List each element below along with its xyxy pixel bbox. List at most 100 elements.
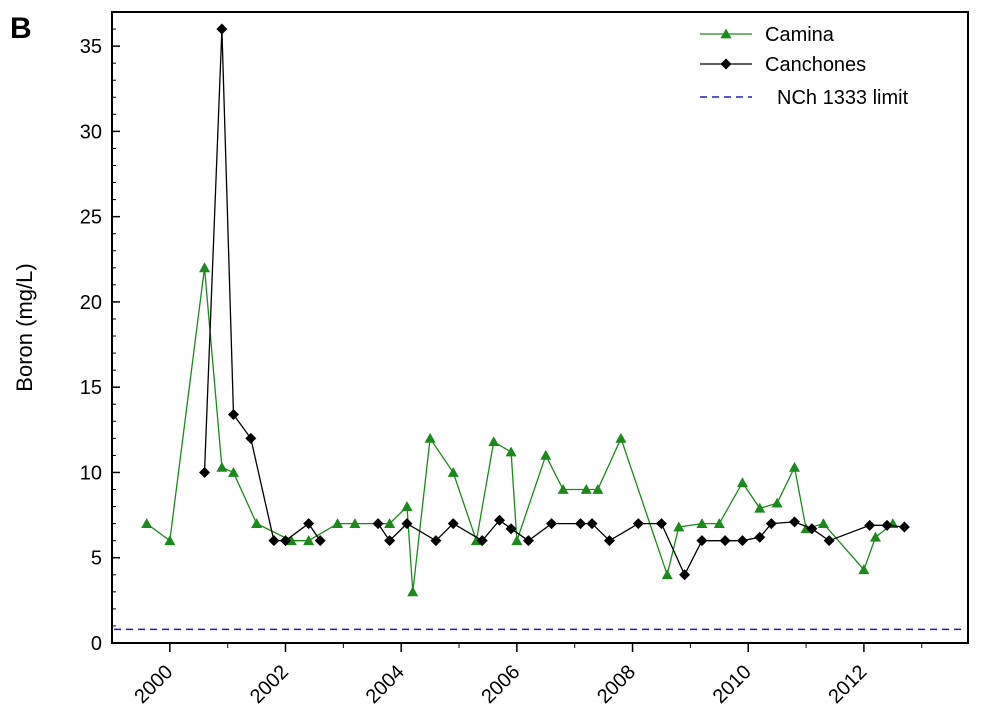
camina-point xyxy=(488,436,500,447)
camina-point xyxy=(511,535,523,546)
y-tick-label: 5 xyxy=(91,548,102,570)
canchones-point xyxy=(719,535,731,547)
camina-series xyxy=(141,262,899,597)
canchones-point xyxy=(401,518,413,530)
camina-point xyxy=(788,461,800,472)
canchones-line xyxy=(203,29,321,542)
camina-point xyxy=(164,535,176,546)
canchones-point xyxy=(720,58,732,70)
camina-point xyxy=(869,531,881,542)
canchones-point xyxy=(384,535,396,547)
camina-point xyxy=(447,466,459,477)
canchones-point xyxy=(546,518,558,530)
canchones-point xyxy=(655,518,667,530)
canchones-point xyxy=(696,535,708,547)
camina-point xyxy=(713,518,725,529)
canchones-point xyxy=(823,535,835,547)
camina-point xyxy=(592,484,604,494)
camina-point xyxy=(141,518,153,529)
camina-point xyxy=(557,484,569,494)
legend-label: Camina xyxy=(765,24,835,46)
camina-point xyxy=(332,518,344,529)
y-tick-label: 15 xyxy=(80,377,102,399)
camina-point xyxy=(736,477,748,488)
camina-point xyxy=(771,497,783,508)
canchones-point xyxy=(765,518,777,530)
plot-frame xyxy=(111,11,969,644)
camina-point xyxy=(754,502,766,513)
legend: Camina Canchones NCh 1333 limit xyxy=(700,24,909,109)
camina-point xyxy=(540,449,552,460)
x-tick-label: 2004 xyxy=(362,661,409,708)
canchones-point xyxy=(736,535,748,547)
y-tick-label: 10 xyxy=(80,462,102,484)
canchones-point xyxy=(864,519,876,531)
series-layer xyxy=(141,23,910,597)
camina-point xyxy=(303,535,315,546)
legend-label: NCh 1333 limit xyxy=(777,87,909,109)
y-tick-label: 35 xyxy=(80,36,102,58)
canchones-point xyxy=(372,518,384,530)
x-tick-label: 2002 xyxy=(246,661,293,708)
canchones-point xyxy=(280,535,292,547)
canchones-point xyxy=(430,535,442,547)
canchones-point xyxy=(494,514,506,526)
x-tick-label: 2008 xyxy=(593,661,640,708)
x-tick-label: 2000 xyxy=(130,661,177,708)
camina-point xyxy=(401,501,413,511)
x-tick-label: 2012 xyxy=(824,661,871,708)
canchones-point xyxy=(522,535,534,547)
canchones-point xyxy=(314,535,326,547)
y-axis: 0 5 10 15 20 25 30 35 xyxy=(80,28,120,655)
canchones-line xyxy=(377,519,905,577)
canchones-point xyxy=(574,518,586,530)
canchones-point xyxy=(199,466,211,478)
canchones-point xyxy=(754,531,766,543)
canchones-point xyxy=(586,518,598,530)
camina-point xyxy=(696,518,708,529)
camina-point xyxy=(858,564,870,575)
canchones-point xyxy=(303,518,315,530)
canchones-series xyxy=(199,23,910,581)
canchones-point xyxy=(898,521,910,533)
canchones-point xyxy=(268,535,280,547)
camina-point xyxy=(199,262,211,273)
plot-area xyxy=(114,23,966,631)
camina-point xyxy=(615,432,627,443)
x-tick-label: 2010 xyxy=(709,661,756,708)
y-axis-label: Boron (mg/L) xyxy=(12,263,37,391)
camina-point xyxy=(216,461,228,472)
y-tick-label: 25 xyxy=(80,207,102,229)
canchones-point xyxy=(806,523,818,535)
canchones-point xyxy=(788,516,800,528)
camina-point xyxy=(505,446,517,457)
canchones-point xyxy=(632,518,644,530)
canchones-point xyxy=(227,408,239,420)
y-tick-label: 0 xyxy=(91,633,102,655)
canchones-point xyxy=(505,523,517,535)
canchones-point xyxy=(245,432,257,444)
camina-point xyxy=(720,28,732,39)
camina-point xyxy=(251,518,263,529)
camina-point xyxy=(407,586,419,597)
canchones-point xyxy=(603,535,615,547)
camina-point xyxy=(384,518,396,529)
camina-point xyxy=(673,521,685,532)
x-tick-label: 2006 xyxy=(477,661,524,708)
canchones-point xyxy=(476,535,488,547)
camina-point xyxy=(817,518,829,529)
y-tick-label: 20 xyxy=(80,292,102,314)
y-tick-label: 30 xyxy=(80,121,102,143)
x-axis: 2000 2002 2004 2006 2008 2010 2012 xyxy=(130,643,923,708)
camina-point xyxy=(424,432,436,443)
legend-label: Canchones xyxy=(765,54,866,76)
canchones-point xyxy=(216,23,228,35)
camina-point xyxy=(227,466,239,477)
panel-label: B xyxy=(10,12,32,45)
canchones-point xyxy=(447,518,459,530)
camina-point xyxy=(349,518,361,529)
canchones-point xyxy=(679,569,691,581)
camina-point xyxy=(661,569,673,580)
camina-point xyxy=(580,484,592,494)
